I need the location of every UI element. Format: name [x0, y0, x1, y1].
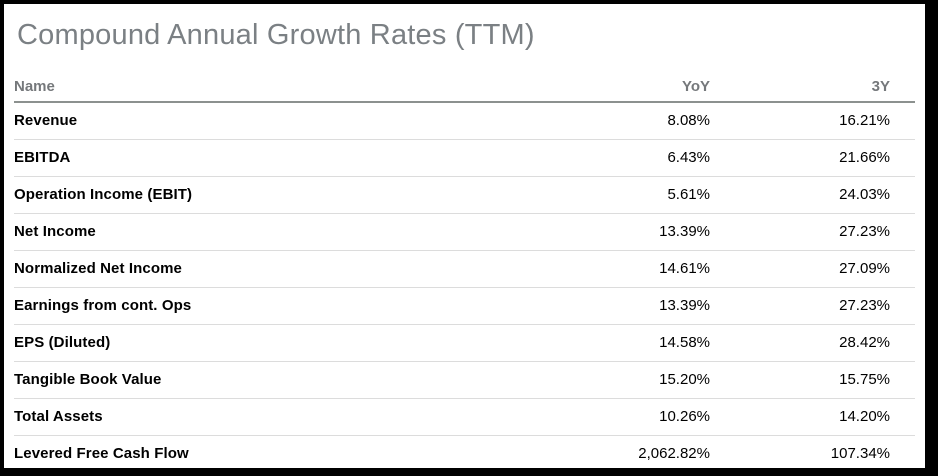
- yoy-value: 8.08%: [510, 102, 710, 140]
- table-row: Tangible Book Value 15.20% 15.75%: [14, 361, 915, 399]
- row-label: Earnings from cont. Ops: [14, 287, 510, 325]
- table-row: EPS (Diluted) 14.58% 28.42%: [14, 324, 915, 362]
- three-year-value: 28.42%: [710, 324, 915, 362]
- row-label: Net Income: [14, 213, 510, 251]
- row-label: Operation Income (EBIT): [14, 176, 510, 214]
- row-label: Tangible Book Value: [14, 361, 510, 399]
- three-year-value: 16.21%: [710, 102, 915, 140]
- three-year-value: 24.03%: [710, 176, 915, 214]
- three-year-value: 21.66%: [710, 139, 915, 177]
- yoy-value: 14.58%: [510, 324, 710, 362]
- row-label: EBITDA: [14, 139, 510, 177]
- yoy-value: 15.20%: [510, 361, 710, 399]
- table-row: EBITDA 6.43% 21.66%: [14, 139, 915, 177]
- row-label: Revenue: [14, 102, 510, 140]
- col-header-yoy: YoY: [510, 64, 710, 103]
- table-row: Operation Income (EBIT) 5.61% 24.03%: [14, 176, 915, 214]
- yoy-value: 10.26%: [510, 398, 710, 436]
- cagr-panel: Compound Annual Growth Rates (TTM) Name …: [4, 18, 925, 472]
- row-label: Levered Free Cash Flow: [14, 445, 189, 462]
- table-row: Total Assets 10.26% 14.20%: [14, 398, 915, 436]
- col-header-name: Name: [14, 64, 510, 103]
- table-row: Net Income 13.39% 27.23%: [14, 213, 915, 251]
- table-row: Earnings from cont. Ops 13.39% 27.23%: [14, 287, 915, 325]
- three-year-value: 14.20%: [710, 398, 915, 436]
- row-label: Normalized Net Income: [14, 250, 510, 288]
- yoy-value: 5.61%: [510, 176, 710, 214]
- table-row: Levered Free Cash Flow 2,062.82% 107.34%: [14, 436, 915, 473]
- table-row: Revenue 8.08% 16.21%: [14, 102, 915, 140]
- yoy-value: 13.39%: [510, 287, 710, 325]
- page-title: Compound Annual Growth Rates (TTM): [17, 19, 535, 51]
- row-label: EPS (Diluted): [14, 324, 510, 362]
- yoy-value: 2,062.82%: [638, 445, 710, 462]
- table-row: Normalized Net Income 14.61% 27.09%: [14, 250, 915, 288]
- row-label: Total Assets: [14, 398, 510, 436]
- three-year-value: 15.75%: [710, 361, 915, 399]
- cagr-table: Name YoY 3Y Revenue 8.08% 16.21% EBITDA …: [14, 64, 915, 472]
- three-year-value: 27.23%: [710, 213, 915, 251]
- yoy-value: 13.39%: [510, 213, 710, 251]
- col-header-3y: 3Y: [710, 64, 915, 103]
- three-year-value: 27.23%: [710, 287, 915, 325]
- yoy-value: 6.43%: [510, 139, 710, 177]
- three-year-value: 107.34%: [830, 445, 890, 462]
- three-year-value: 27.09%: [710, 250, 915, 288]
- table-header-row: Name YoY 3Y: [14, 64, 915, 103]
- yoy-value: 14.61%: [510, 250, 710, 288]
